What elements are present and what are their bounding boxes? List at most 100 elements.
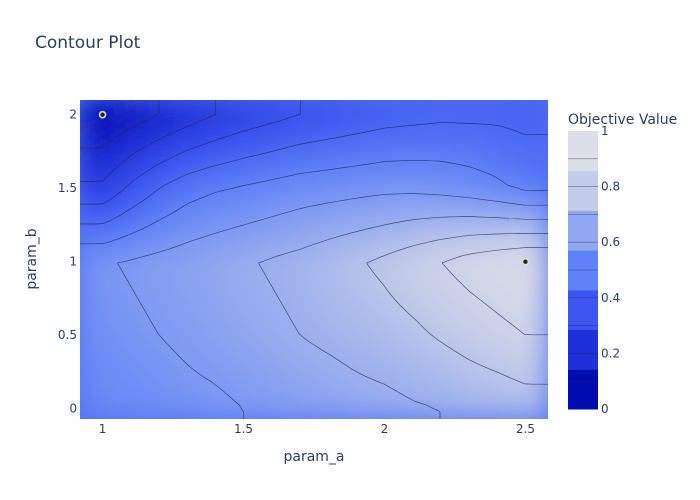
- heatmap-cell: [430, 184, 444, 197]
- heatmap-cell: [441, 194, 456, 208]
- heatmap-cell: [277, 100, 292, 112]
- heatmap-cell: [90, 364, 105, 378]
- heatmap-cell: [80, 332, 93, 346]
- heatmap-cell: [219, 258, 234, 272]
- colorbar-tick-label: 0.8: [601, 180, 620, 194]
- heatmap-cell: [453, 322, 468, 335]
- heatmap-cell: [114, 301, 128, 314]
- heatmap-cell: [313, 247, 327, 261]
- heatmap-cell: [277, 396, 292, 410]
- heatmap-cell: [125, 322, 140, 335]
- heatmap-cell: [219, 247, 234, 261]
- heatmap-cell: [172, 100, 187, 112]
- heatmap-cell: [266, 311, 280, 325]
- heatmap-cell: [219, 290, 234, 304]
- heatmap-cell: [488, 375, 503, 389]
- heatmap-cell: [476, 237, 491, 250]
- heatmap-cell: [102, 290, 117, 304]
- heatmap-cell: [160, 332, 175, 346]
- heatmap-cell: [207, 332, 222, 346]
- heatmap-cell: [301, 290, 315, 304]
- heatmap-cell: [172, 311, 187, 325]
- heatmap-cell: [511, 173, 526, 187]
- heatmap-cell: [371, 354, 386, 367]
- heatmap-cell: [535, 109, 548, 123]
- heatmap-cell: [160, 279, 175, 293]
- heatmap-cell: [149, 226, 163, 240]
- heatmap-cell: [184, 332, 198, 346]
- colorbar-tick-label: 0.4: [601, 291, 620, 305]
- heatmap-cell: [219, 332, 234, 346]
- heatmap-cell: [359, 194, 374, 208]
- heatmap-cell: [137, 130, 152, 144]
- heatmap-cell: [196, 311, 210, 325]
- heatmap-cell: [277, 215, 292, 229]
- heatmap-cell: [359, 290, 374, 304]
- heatmap-cell: [383, 237, 397, 250]
- heatmap-cell: [277, 205, 292, 218]
- heatmap-cell: [114, 141, 128, 155]
- heatmap-cell: [465, 237, 479, 250]
- heatmap-cell: [80, 247, 93, 261]
- heatmap-cell: [488, 258, 503, 272]
- heatmap-cell: [266, 162, 280, 176]
- heatmap-cell: [359, 205, 374, 218]
- heatmap-cell: [453, 162, 468, 176]
- heatmap-cell: [453, 332, 468, 346]
- trial-point[interactable]: [521, 257, 530, 266]
- heatmap-cell: [242, 109, 257, 123]
- heatmap-cell: [219, 162, 234, 176]
- heatmap-cell: [359, 269, 374, 282]
- heatmap-cell: [523, 173, 538, 187]
- contour-line: [80, 100, 160, 149]
- heatmap-cell: [500, 152, 514, 165]
- heatmap-cell: [523, 130, 538, 144]
- heatmap-cell: [80, 100, 93, 112]
- heatmap-cell: [383, 205, 397, 218]
- heatmap-cell: [277, 332, 292, 346]
- heatmap-cell: [406, 407, 421, 419]
- heatmap-cell: [277, 120, 292, 133]
- heatmap-cell: [289, 396, 304, 410]
- heatmap-cell: [137, 407, 152, 419]
- heatmap-cell: [266, 141, 280, 155]
- heatmap-cell: [371, 322, 386, 335]
- heatmap-cell: [383, 141, 397, 155]
- heatmap-cell: [90, 100, 105, 112]
- heatmap-cell: [254, 290, 269, 304]
- heatmap-cell: [231, 279, 245, 293]
- heatmap-cell: [266, 375, 280, 389]
- heatmap-cell: [500, 386, 514, 399]
- heatmap-cell: [184, 322, 198, 335]
- heatmap-cell: [383, 269, 397, 282]
- heatmap-cell: [324, 407, 339, 419]
- heatmap-cell: [535, 237, 548, 250]
- heatmap-cell: [511, 301, 526, 314]
- heatmap-cell: [430, 173, 444, 187]
- heatmap-cell: [137, 279, 152, 293]
- heatmap-cell: [418, 343, 432, 357]
- heatmap-cell: [114, 354, 128, 367]
- heatmap-cell: [289, 130, 304, 144]
- heatmap-cell: [465, 269, 479, 282]
- heatmap-cell: [394, 375, 409, 389]
- heatmap-cell: [453, 343, 468, 357]
- heatmap-cell: [149, 141, 163, 155]
- heatmap-cell: [511, 311, 526, 325]
- trial-point[interactable]: [98, 110, 107, 119]
- heatmap-cell: [488, 301, 503, 314]
- heatmap-cell: [336, 120, 351, 133]
- heatmap-cell: [441, 109, 456, 123]
- heatmap-cell: [277, 322, 292, 335]
- heatmap-cell: [324, 130, 339, 144]
- heatmap-cell: [80, 130, 93, 144]
- heatmap-cell: [336, 354, 351, 367]
- heatmap-cell: [102, 258, 117, 272]
- heatmap-cell: [441, 141, 456, 155]
- heatmap-cell: [137, 258, 152, 272]
- heatmap-cell: [394, 269, 409, 282]
- heatmap-cell: [242, 375, 257, 389]
- heatmap-cell: [523, 279, 538, 293]
- heatmap-cell: [430, 269, 444, 282]
- heatmap-cell: [242, 184, 257, 197]
